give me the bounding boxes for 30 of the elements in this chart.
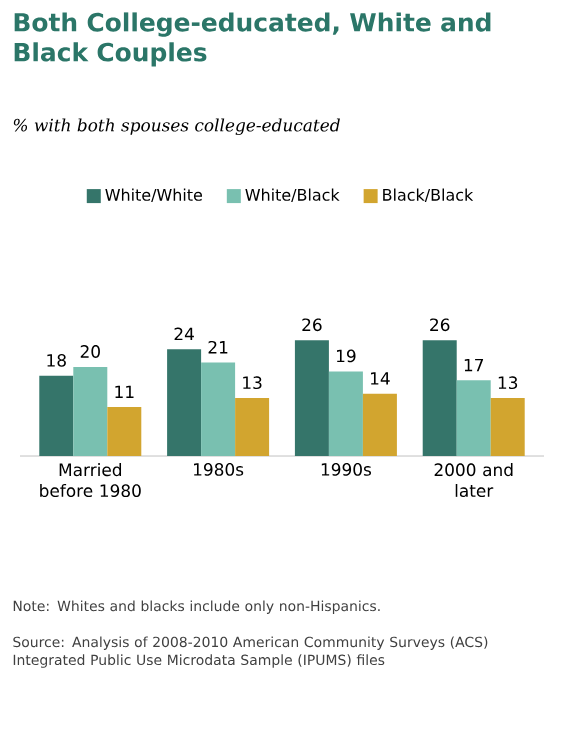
data-label: 26 [302, 318, 322, 332]
data-label: 11 [115, 385, 134, 398]
data-label: 13 [243, 376, 262, 390]
bar [328, 371, 363, 457]
chart-subtitle: % with both spouses college-educated [13, 118, 340, 136]
bar [456, 380, 491, 457]
bar [362, 393, 397, 457]
bar [422, 340, 457, 457]
data-label: 18 [47, 354, 66, 367]
x-tick-label: Married before 1980 [40, 463, 141, 498]
bar [107, 407, 142, 457]
chart-title: Both College-educated, White and Black Couples [14, 12, 491, 67]
x-tick-label: 1990s [321, 463, 372, 476]
data-label: 20 [80, 345, 100, 358]
bar [490, 398, 525, 457]
data-label: 14 [371, 372, 390, 385]
data-label: 13 [498, 376, 518, 390]
bar [201, 362, 236, 457]
x-tick-label: 2000 and later [434, 463, 513, 498]
data-label: 19 [337, 349, 356, 363]
data-label: 21 [208, 340, 228, 354]
bar [39, 375, 74, 457]
x-tick-label: 1980s [194, 463, 244, 476]
bar [73, 366, 108, 457]
bar [294, 340, 329, 457]
bar [167, 349, 202, 457]
bar [235, 398, 270, 457]
data-label: 24 [174, 327, 194, 341]
data-label: 17 [464, 358, 484, 372]
data-label: 26 [430, 318, 450, 332]
